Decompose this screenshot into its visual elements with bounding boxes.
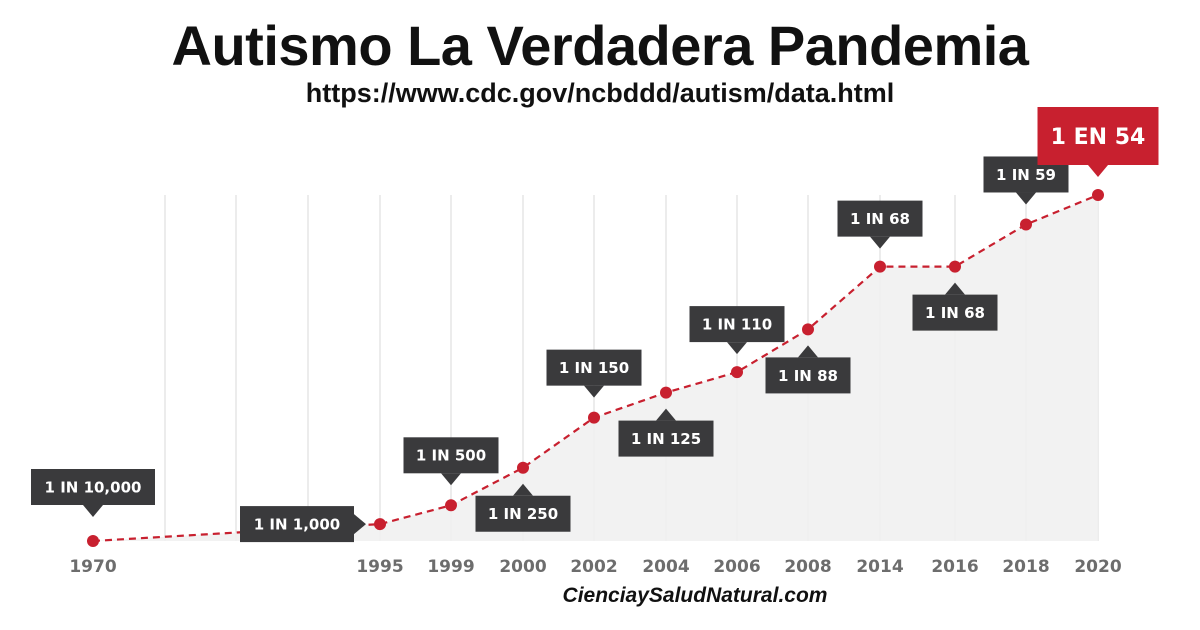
x-tick-label: 1995 <box>356 557 403 577</box>
data-point <box>1020 218 1032 231</box>
callout-pointer <box>945 282 965 295</box>
data-label-callout: 1 IN 150 <box>546 349 642 398</box>
callout-pointer <box>870 236 890 249</box>
area-under-line <box>93 195 1098 541</box>
data-label-callout: 1 IN 1,000 <box>240 506 366 543</box>
data-label: 1 IN 88 <box>778 367 838 385</box>
data-label-callout: 1 IN 68 <box>912 282 998 331</box>
data-label: 1 IN 1,000 <box>254 515 340 533</box>
x-tick-label: 2006 <box>713 557 760 577</box>
callout-box <box>546 349 642 386</box>
callout-box <box>837 200 923 237</box>
callout-box <box>618 420 714 457</box>
x-tick-label: 2018 <box>1002 557 1049 577</box>
callout-box <box>240 506 354 543</box>
data-point <box>87 535 99 547</box>
x-axis-tick-labels: 1970 1995 1999 2000 2002 2004 2006 2008 2014 2016… <box>69 557 1121 577</box>
data-label-callout: 1 IN 88 <box>765 345 851 394</box>
data-point <box>588 411 600 424</box>
data-point <box>731 366 743 379</box>
callout-pointer <box>354 514 366 535</box>
callout-box <box>689 306 785 343</box>
data-label-callout: 1 IN 59 <box>983 156 1069 205</box>
chart-title: Autismo La Verdadera Pandemia <box>171 14 1029 77</box>
data-label-callout: 1 IN 110 <box>689 306 785 355</box>
x-tick-label: 2020 <box>1074 557 1121 577</box>
data-label-callout: 1 IN 68 <box>837 200 923 249</box>
data-label: 1 EN 54 <box>1051 125 1146 150</box>
callout-pointer <box>798 345 818 358</box>
data-points <box>87 189 1104 547</box>
data-point <box>517 461 529 474</box>
x-tick-label: 1970 <box>69 557 116 577</box>
callout-box <box>765 357 851 394</box>
data-label-callout: 1 IN 125 <box>618 408 714 457</box>
x-tick-label: 2004 <box>642 557 689 577</box>
callout-pointer <box>83 505 103 517</box>
data-label: 1 IN 150 <box>559 359 629 377</box>
callout-pointer <box>727 342 747 355</box>
data-label: 1 IN 125 <box>631 430 701 448</box>
data-point <box>802 323 814 336</box>
x-tick-label: 1999 <box>427 557 474 577</box>
data-label: 1 IN 250 <box>488 505 558 523</box>
callout-box <box>403 437 499 474</box>
data-label-callout: 1 IN 500 <box>403 437 499 486</box>
data-label: 1 IN 500 <box>416 447 486 465</box>
x-tick-label: 2016 <box>931 557 978 577</box>
x-tick-label: 2000 <box>499 557 546 577</box>
callout-box <box>1037 107 1159 165</box>
callout-pointer <box>656 408 676 421</box>
data-point <box>1092 189 1104 201</box>
callout-pointer <box>441 473 461 486</box>
data-label: 1 IN 59 <box>996 166 1056 184</box>
callout-pointer <box>1088 165 1108 177</box>
x-tick-label: 2002 <box>570 557 617 577</box>
callout-pointer <box>1016 192 1036 205</box>
callout-pointer <box>584 385 604 398</box>
callout-pointer <box>513 483 533 496</box>
data-label: 1 IN 68 <box>925 304 985 322</box>
series-line <box>92 193 1099 543</box>
x-tick-label: 2014 <box>856 557 903 577</box>
data-label-callout: 1 IN 250 <box>475 483 571 532</box>
data-label-callout: 1 IN 10,000 <box>31 469 155 517</box>
data-labels: 1 IN 10,000 1 IN 1,000 1 IN 500 1 IN 250 1 I… <box>31 107 1159 543</box>
callout-box <box>31 469 155 505</box>
data-label: 1 IN 110 <box>702 316 772 334</box>
data-point <box>445 499 457 512</box>
data-point <box>874 260 886 273</box>
data-label-callout: 1 EN 54 <box>1037 107 1159 177</box>
data-point <box>660 386 672 399</box>
source-url: https://www.cdc.gov/ncbddd/autism/data.h… <box>305 78 895 108</box>
data-point <box>949 260 961 273</box>
data-label: 1 IN 68 <box>850 210 910 228</box>
footer-credit: CienciaySaludNatural.com <box>562 584 828 607</box>
data-label: 1 IN 10,000 <box>45 478 142 496</box>
x-tick-label: 2008 <box>784 557 831 577</box>
callout-box <box>475 495 571 532</box>
callout-box <box>912 294 998 331</box>
data-point <box>374 518 386 531</box>
